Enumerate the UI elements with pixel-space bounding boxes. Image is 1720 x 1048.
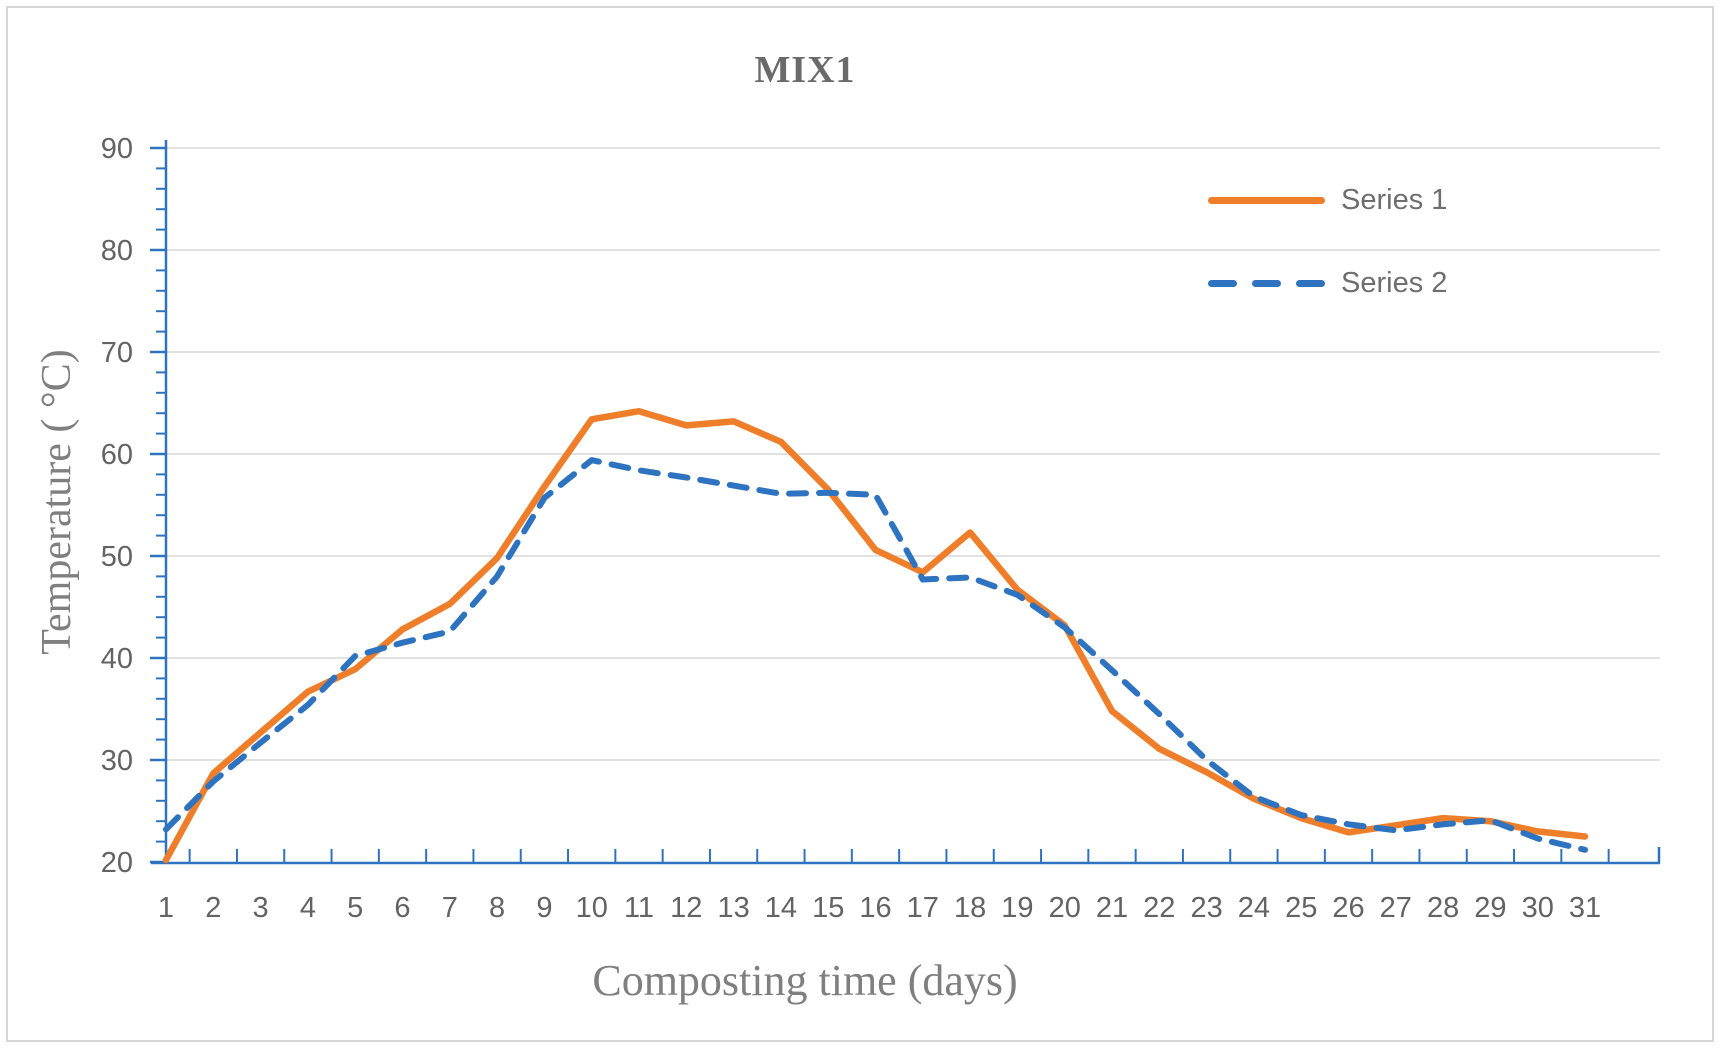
x-tick-label: 14 [765, 892, 797, 924]
y-tick-label: 60 [101, 439, 133, 471]
x-tick-label: 20 [1049, 892, 1081, 924]
chart-title: MIX1 [754, 49, 856, 91]
x-tick-label: 23 [1190, 892, 1222, 924]
x-tick-label: 17 [907, 892, 939, 924]
series-1-line-sample [1208, 196, 1325, 204]
x-tick-label: 4 [300, 892, 316, 924]
x-tick-label: 11 [624, 892, 654, 924]
y-tick-label: 70 [101, 337, 133, 369]
x-tick-label: 3 [253, 892, 269, 924]
x-tick-label: 9 [536, 892, 552, 924]
x-tick-label: 31 [1569, 892, 1601, 924]
y-tick-label: 30 [101, 745, 133, 777]
x-tick-label: 18 [954, 892, 986, 924]
x-tick-label: 12 [670, 892, 702, 924]
x-tick-label: 13 [717, 892, 749, 924]
x-tick-label: 22 [1143, 892, 1175, 924]
y-tick-label: 40 [101, 643, 133, 675]
x-tick-label: 29 [1474, 892, 1506, 924]
legend-label-series-2: Series 2 [1341, 266, 1448, 299]
x-tick-label: 6 [394, 892, 410, 924]
y-tick-label: 20 [101, 847, 133, 879]
legend-item-series-1: Series 1 [1208, 172, 1447, 228]
x-tick-label: 21 [1096, 892, 1128, 924]
legend-label-series-1: Series 1 [1341, 183, 1448, 216]
x-tick-label: 24 [1238, 892, 1270, 924]
y-tick-label: 80 [101, 235, 133, 267]
x-tick-label: 27 [1380, 892, 1412, 924]
legend: Series 1 Series 2 [1208, 172, 1447, 311]
series-1-line [162, 407, 1589, 864]
legend-item-series-2: Series 2 [1208, 255, 1447, 311]
x-axis-title: Composting time (days) [592, 956, 1018, 1005]
x-tick-label: 19 [1001, 892, 1033, 924]
series-2-line-sample [1208, 279, 1325, 287]
y-tick-label: 50 [101, 541, 133, 573]
series-2-line [163, 457, 1588, 853]
x-tick-label: 25 [1285, 892, 1317, 924]
x-tick-label: 30 [1522, 892, 1554, 924]
x-tick-label: 15 [812, 892, 844, 924]
x-tick-label: 10 [576, 892, 608, 924]
x-tick-label: 28 [1427, 892, 1459, 924]
x-tick-label: 16 [859, 892, 891, 924]
dashed-line-icon [1296, 279, 1325, 287]
x-tick-label: 5 [347, 892, 363, 924]
y-tick-label: 90 [101, 133, 133, 165]
solid-line-icon [1208, 196, 1325, 204]
dashed-line-icon [1208, 279, 1237, 287]
x-tick-label: 8 [489, 892, 505, 924]
x-tick-label: 1 [158, 892, 174, 924]
x-tick-label: 7 [442, 892, 458, 924]
x-tick-label: 26 [1332, 892, 1364, 924]
dashed-line-icon [1252, 279, 1281, 287]
x-tick-label: 2 [205, 892, 221, 924]
